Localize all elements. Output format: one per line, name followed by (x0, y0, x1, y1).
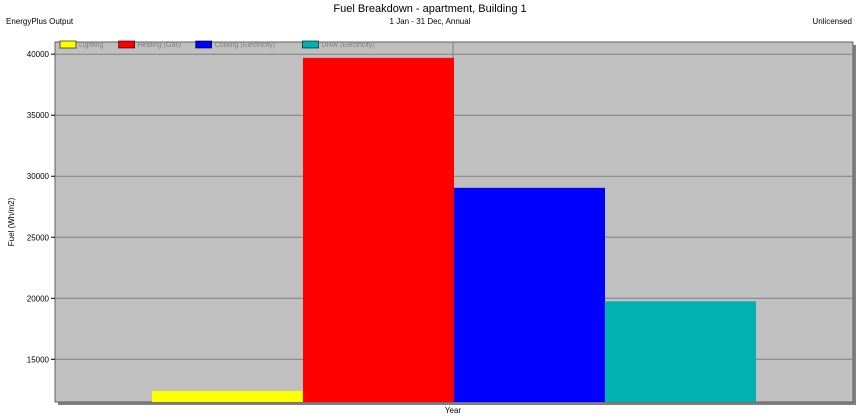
y-tick-label: 40000 (27, 50, 50, 59)
y-tick-label: 30000 (27, 172, 50, 181)
legend-swatch (118, 40, 135, 49)
legend-label: Cooling (Electricity) (215, 42, 275, 49)
bar-cooling-electricity (454, 187, 605, 402)
legend-label: Heating (Gas) (138, 42, 182, 49)
y-axis-label: Fuel (Wh/m2) (7, 197, 16, 246)
y-tick-label: 35000 (27, 111, 50, 120)
legend-label: Lighting (79, 42, 104, 49)
license-label: Unlicensed (812, 17, 852, 26)
x-axis-label: Year (445, 406, 462, 415)
output-source-label: EnergyPlus Output (6, 17, 74, 26)
chart-title: Fuel Breakdown - apartment, Building 1 (333, 3, 527, 15)
bar-heating-gas (303, 57, 454, 402)
legend-swatch (59, 40, 77, 49)
y-tick-label: 15000 (27, 355, 50, 364)
chart-subtitle: 1 Jan - 31 Dec, Annual (389, 17, 471, 26)
legend-swatch (302, 40, 319, 49)
bar-lighting (152, 391, 303, 402)
bar-dhw-electricity (605, 301, 756, 402)
y-tick-label: 25000 (27, 233, 50, 242)
y-tick-label: 20000 (27, 294, 50, 303)
legend-swatch (195, 40, 212, 49)
legend-label: DHW (Electricity) (321, 42, 374, 49)
